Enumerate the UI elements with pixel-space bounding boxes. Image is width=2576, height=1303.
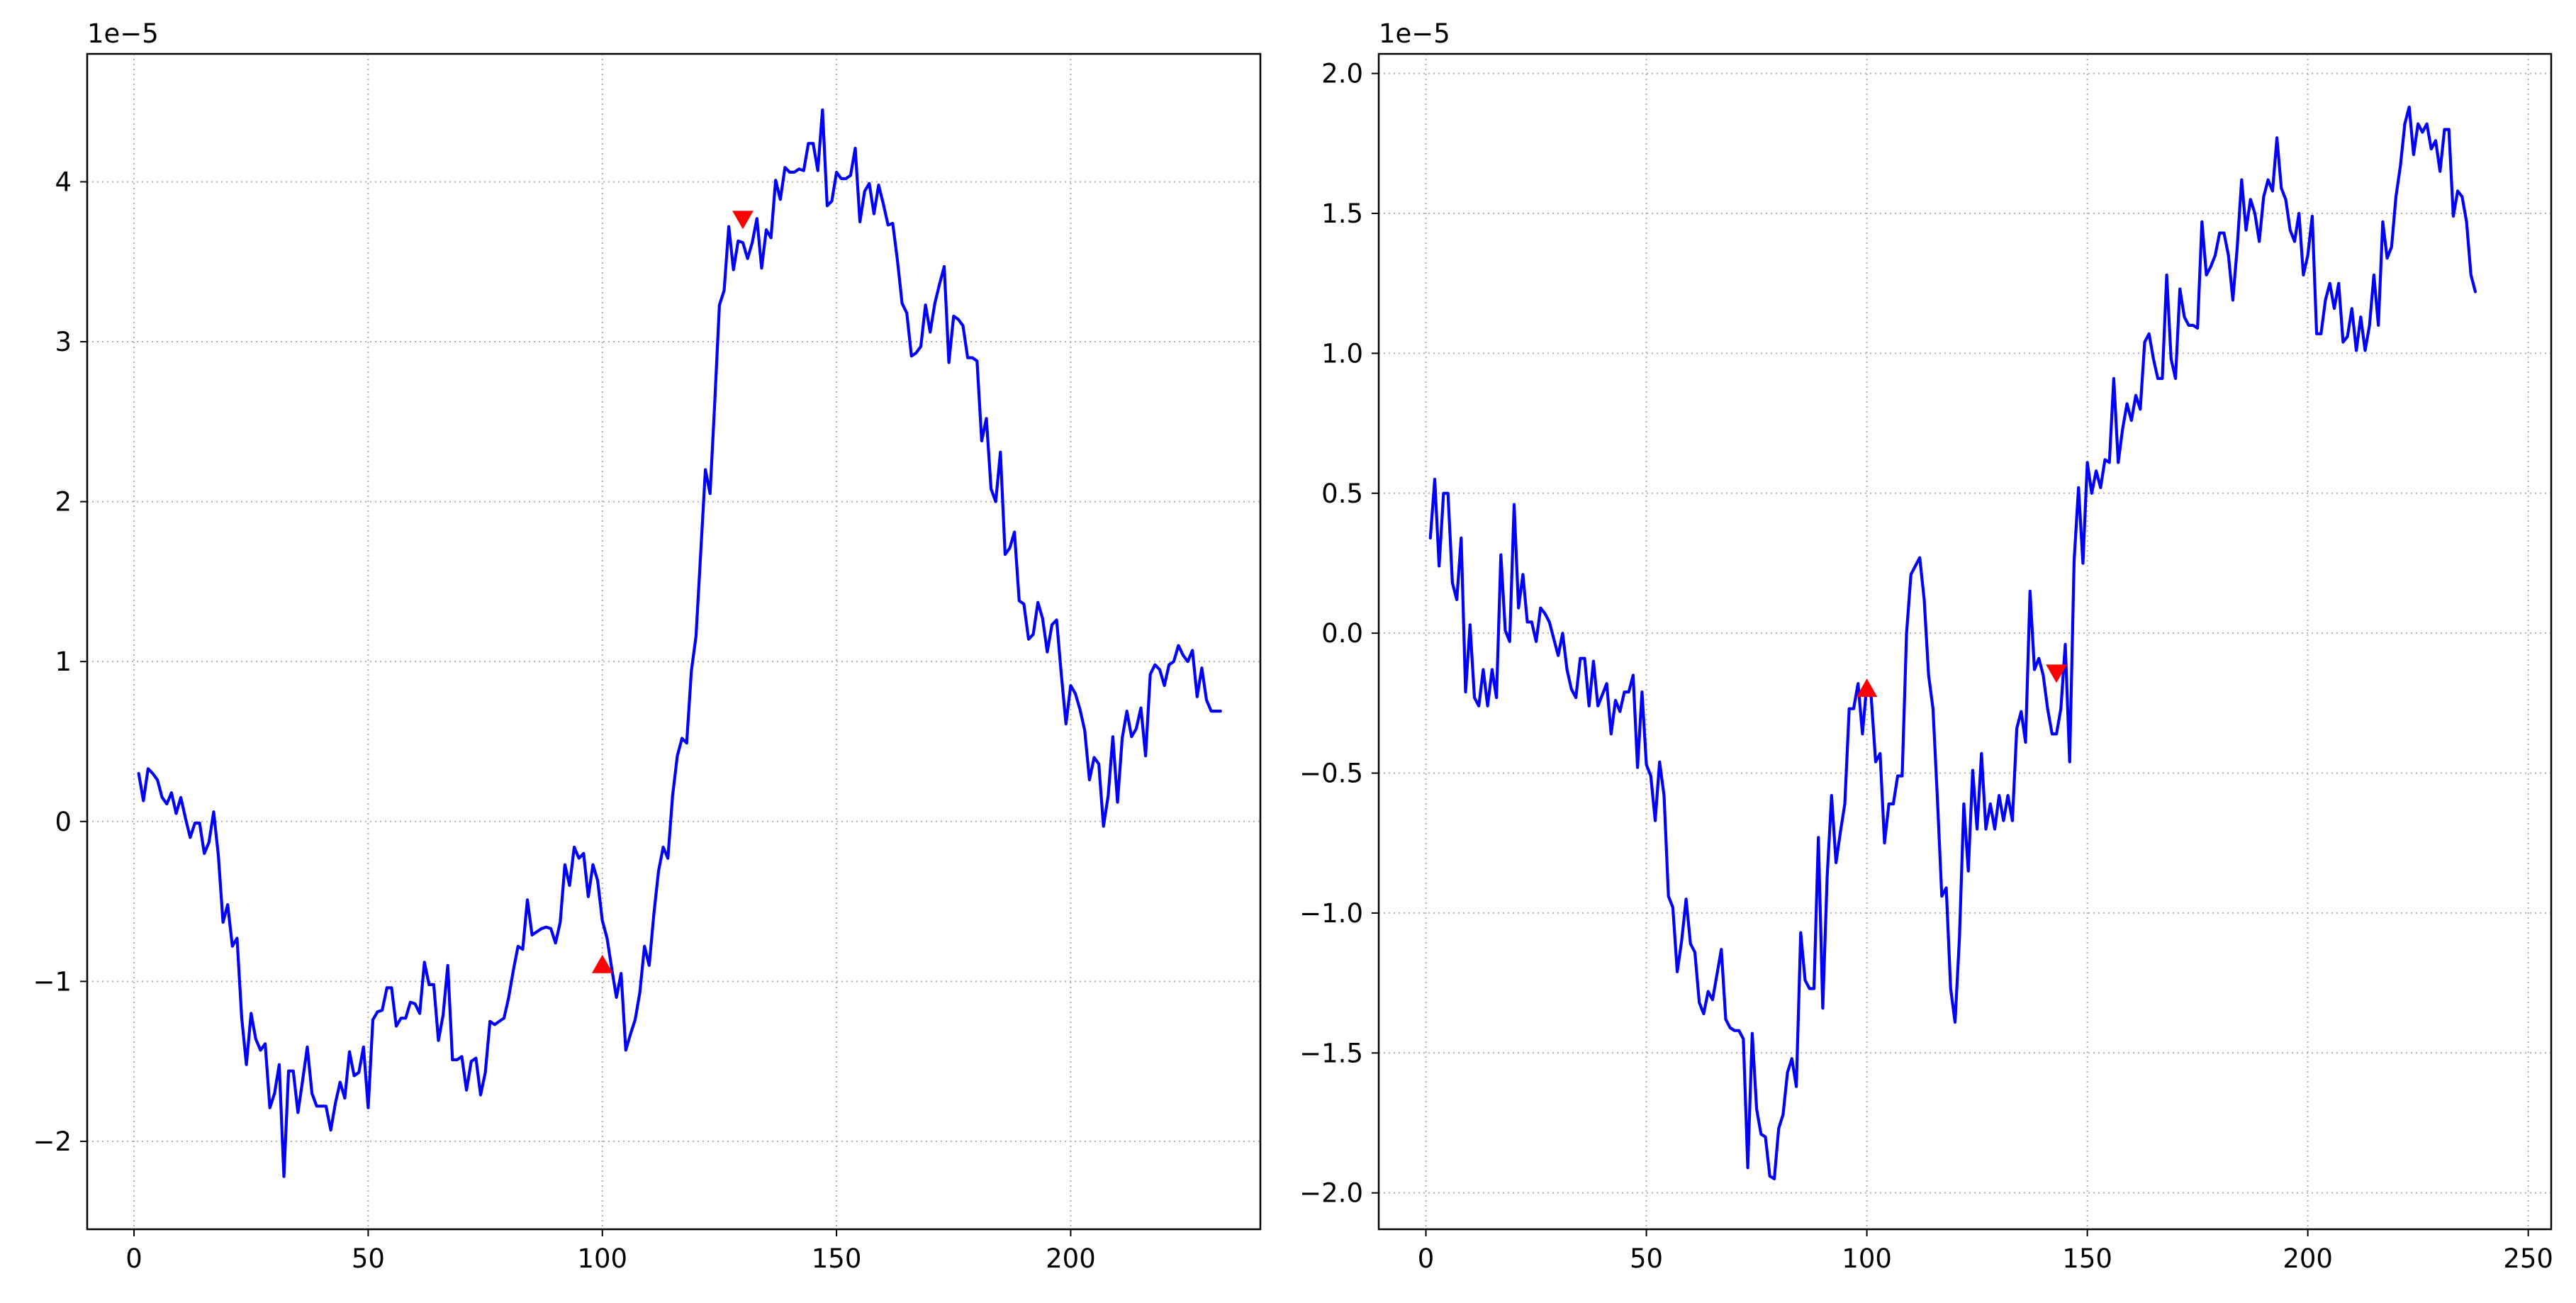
- y-offset-label: 1e−5: [1379, 18, 1450, 49]
- y-tick-label: −1: [33, 966, 72, 997]
- y-offset-label: 1e−5: [87, 18, 159, 49]
- x-tick-label: 150: [2062, 1243, 2112, 1274]
- x-tick-label: 100: [1842, 1243, 1892, 1274]
- x-tick-label: 50: [352, 1243, 385, 1274]
- y-tick-label: 2.0: [1321, 59, 1363, 89]
- left-chart-panel: 0 50 100 150 200 −2 −1 0 1 2 3 4 1e−5: [33, 18, 1262, 1274]
- axes-frame: [1377, 52, 2553, 1231]
- y-tick-label: 0.5: [1321, 479, 1363, 509]
- x-tick-label: 150: [812, 1243, 862, 1274]
- x-tick-label: 0: [1418, 1243, 1435, 1274]
- plot-area: [1379, 54, 2551, 1229]
- y-tick-label: −2.0: [1299, 1178, 1363, 1209]
- right-chart-panel: 0 50 100 150 200 250 −2.0 −1.5 −1.0 −0.5 0.0 0.5 1.0…: [1299, 18, 2553, 1274]
- y-tick-label: 0: [55, 807, 72, 837]
- y-tick-label: 2: [55, 487, 72, 518]
- y-tick-label: 1.0: [1321, 338, 1363, 369]
- buy-marker-triangle-up: [1856, 678, 1878, 698]
- y-tick-label: 1.5: [1321, 198, 1363, 229]
- x-tick-label: 0: [125, 1243, 142, 1274]
- axes-frame: [86, 52, 1262, 1231]
- x-tick-label: 100: [577, 1243, 627, 1274]
- buy-marker-triangle-up: [591, 954, 613, 973]
- series-line: [137, 108, 1222, 1178]
- y-tick-label: 3: [55, 327, 72, 357]
- y-tick-label: 1: [55, 647, 72, 677]
- x-tick-label: 200: [1046, 1243, 1096, 1274]
- y-tick-label: −0.5: [1299, 759, 1363, 789]
- y-tick-label: −2: [33, 1126, 72, 1157]
- y-tick-label: 0.0: [1321, 618, 1363, 649]
- x-tick-label: 50: [1630, 1243, 1663, 1274]
- y-tick-label: −1.0: [1299, 898, 1363, 929]
- y-tick-label: −1.5: [1299, 1038, 1363, 1068]
- x-tick-label: 250: [2503, 1243, 2553, 1274]
- series-line: [1428, 105, 2477, 1181]
- x-tick-label: 200: [2283, 1243, 2333, 1274]
- sell-marker-triangle-down: [732, 211, 754, 230]
- plot-area: [87, 54, 1260, 1229]
- y-tick-label: 4: [55, 167, 72, 197]
- sell-marker-triangle-down: [2046, 664, 2067, 683]
